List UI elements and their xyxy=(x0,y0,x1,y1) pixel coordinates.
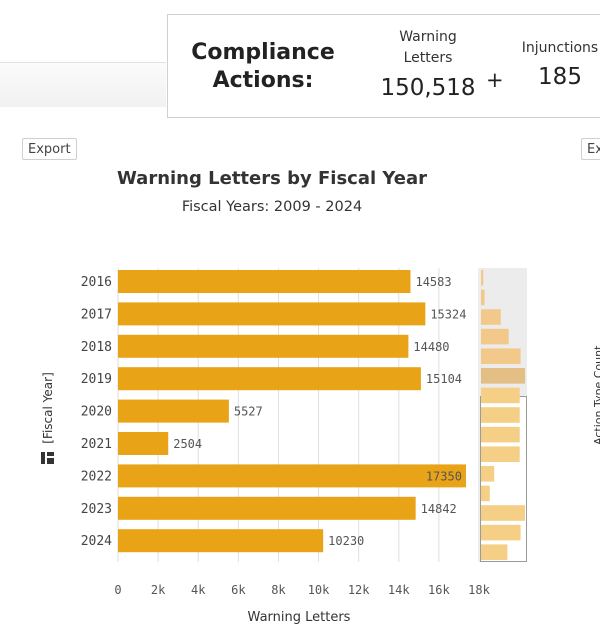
minimap-bar xyxy=(481,426,520,443)
x-tick-label: 2k xyxy=(151,583,166,597)
chart-title: Warning Letters by Fiscal Year xyxy=(116,168,428,189)
chart-subtitle: Fiscal Years: 2009 - 2024 xyxy=(181,199,363,215)
bar[interactable] xyxy=(118,496,416,520)
warning-label-line1: Warning xyxy=(399,29,457,45)
y-tick-label: 2020 xyxy=(81,405,112,420)
minimap-bar xyxy=(481,544,508,560)
summary-title-line1: Compliance xyxy=(191,40,335,65)
bar[interactable] xyxy=(118,432,169,455)
plus-sign: + xyxy=(486,68,504,92)
minimap-bar xyxy=(481,348,521,364)
x-tick-label: 10k xyxy=(308,583,330,597)
x-tick-label: 6k xyxy=(231,583,246,597)
export-button-right[interactable]: Ex xyxy=(581,138,600,160)
right-panel-axis-fragment: Action Type Count xyxy=(590,345,600,445)
y-axis-label: [Fiscal Year] xyxy=(41,372,55,443)
y-tick-label: 2019 xyxy=(81,372,112,387)
export-button[interactable]: Export xyxy=(22,138,77,160)
x-tick-label: 8k xyxy=(271,583,286,597)
summary-title: Compliance Actions: xyxy=(188,39,338,95)
data-label: 10230 xyxy=(328,534,364,548)
minimap-bar xyxy=(481,505,525,521)
y-axis-title: [Fiscal Year] xyxy=(41,372,55,443)
y-tick-label: 2023 xyxy=(81,502,112,517)
minimap-bar xyxy=(481,407,520,423)
data-label: 14583 xyxy=(415,275,451,289)
minimap-bar xyxy=(481,446,520,462)
minimap-bar xyxy=(481,466,495,482)
bar[interactable] xyxy=(118,334,409,358)
data-label: 2504 xyxy=(173,437,202,451)
top-left-panel-edge xyxy=(0,62,166,107)
minimap-bar xyxy=(481,328,509,345)
y-tick-label: 2021 xyxy=(81,437,112,452)
minimap-bar xyxy=(481,387,520,404)
data-label: 5527 xyxy=(234,405,263,419)
data-label: 14842 xyxy=(421,502,457,516)
x-tick-label: 14k xyxy=(388,583,410,597)
x-tick-label: 4k xyxy=(191,583,206,597)
bars: 14583 15324 14480 15104 5527 2504 17350 14842 10… xyxy=(118,270,466,553)
bar[interactable] xyxy=(118,464,466,488)
summary-title-line2: Actions: xyxy=(212,68,314,93)
x-tick-label: 12k xyxy=(348,583,370,597)
y-tick-labels: 2016 2017 2018 2019 2020 2021 2022 2023 2024 xyxy=(81,275,112,549)
data-label: 14480 xyxy=(413,340,449,354)
bar[interactable] xyxy=(118,367,421,391)
data-label: 15324 xyxy=(430,307,466,321)
bar[interactable] xyxy=(118,270,411,293)
y-tick-label: 2016 xyxy=(81,275,112,290)
x-axis-label: Warning Letters xyxy=(248,610,351,625)
warning-label-line2: Letters xyxy=(403,50,453,66)
data-label: 17350 xyxy=(426,469,462,483)
injunctions-label: Injunctions xyxy=(521,40,599,56)
warning-letters-value: 150,518 xyxy=(380,75,476,101)
y-tick-label: 2017 xyxy=(81,307,112,322)
minimap-bar xyxy=(481,485,490,502)
minimap-bar xyxy=(481,524,521,541)
data-label: 15104 xyxy=(426,372,462,386)
x-tick-labels: 0 2k 4k 6k 8k 10k 12k 14k 16k 18k xyxy=(114,583,490,597)
x-tick-label: 0 xyxy=(114,583,121,597)
bar[interactable] xyxy=(118,399,229,423)
minimap-bar xyxy=(481,309,501,325)
dimension-icon[interactable] xyxy=(41,452,54,464)
minimap-bar xyxy=(481,270,484,286)
bar[interactable] xyxy=(118,529,324,553)
compliance-summary-card: Compliance Actions: Warning Letters 150,… xyxy=(167,14,600,118)
warning-letters-label: Warning Letters xyxy=(376,27,480,69)
minimap-bar xyxy=(481,368,525,384)
bar[interactable] xyxy=(118,302,426,326)
x-tick-label: 16k xyxy=(428,583,450,597)
y-tick-label: 2024 xyxy=(81,534,112,549)
y-tick-label: 2022 xyxy=(81,469,112,484)
x-tick-label: 18k xyxy=(468,583,490,597)
y-tick-label: 2018 xyxy=(81,340,112,355)
injunctions-value: 185 xyxy=(538,64,582,90)
minimap-scrollbar[interactable] xyxy=(480,268,527,562)
minimap-bar xyxy=(481,289,485,306)
right-axis-fragment-text: Action Type Count xyxy=(592,345,600,445)
